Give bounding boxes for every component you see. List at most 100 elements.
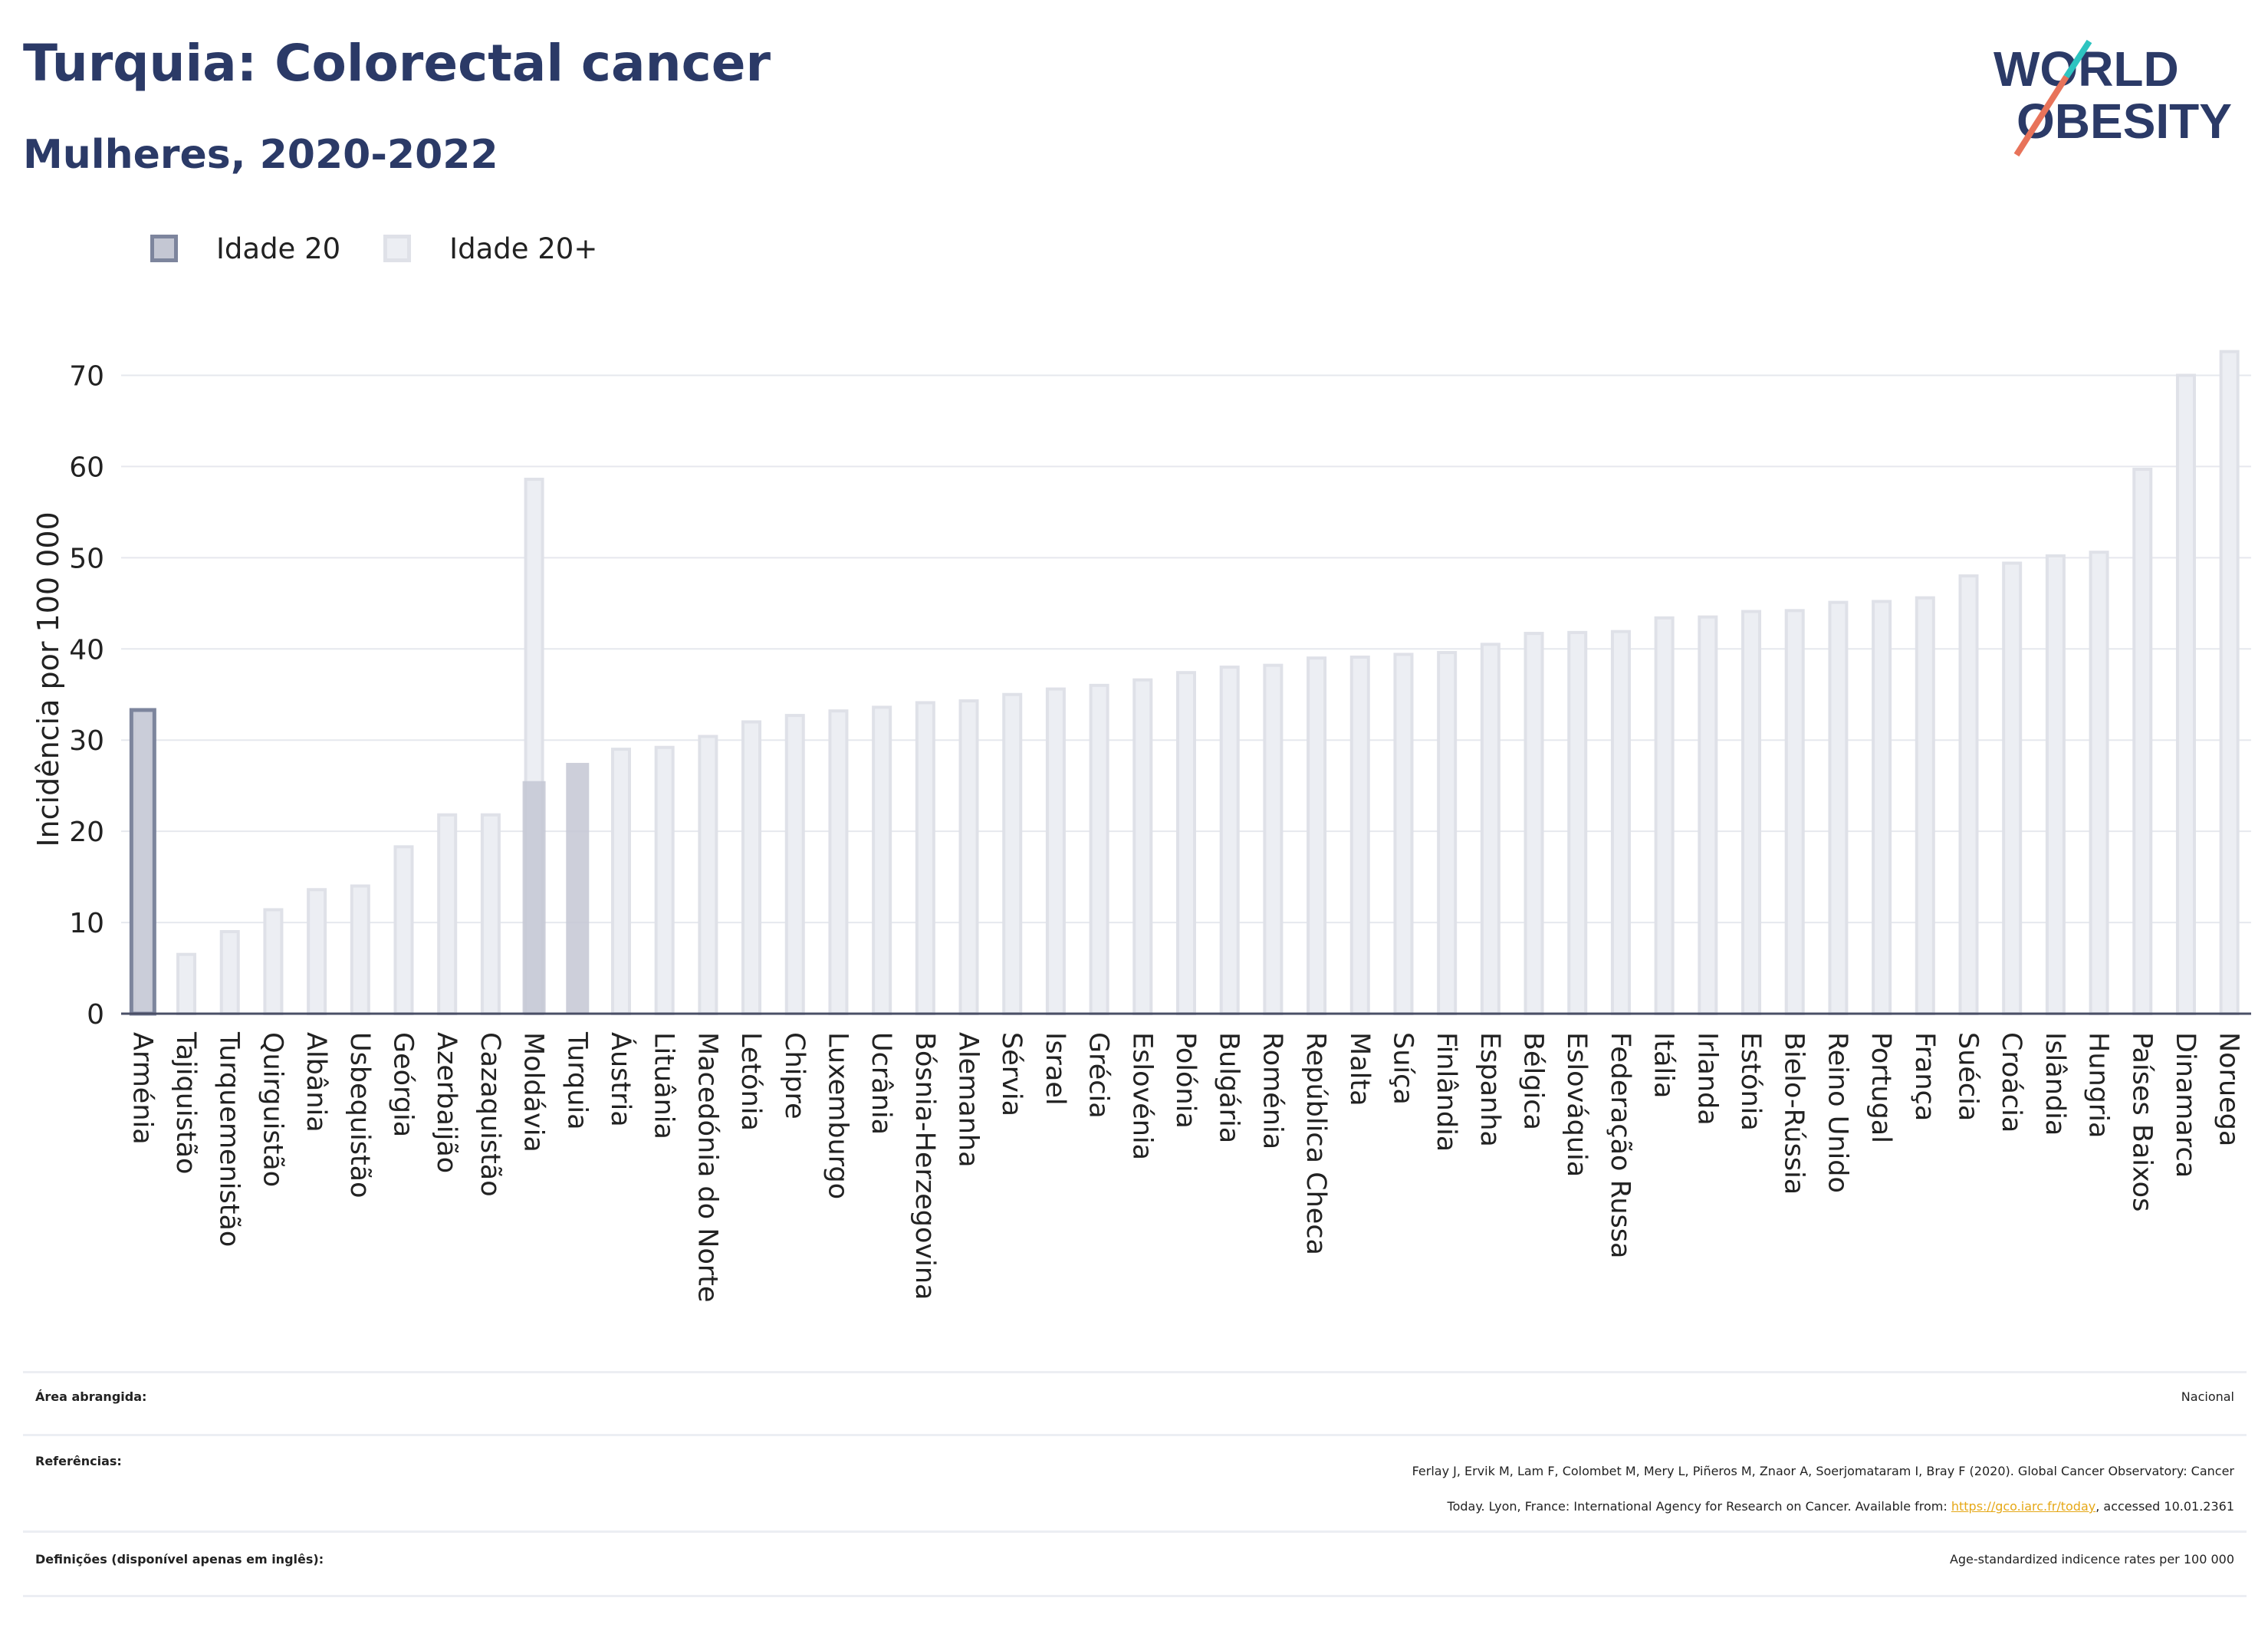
bar-idade-20-plus — [1741, 610, 1762, 1015]
bar-idade-20-plus — [393, 845, 414, 1016]
x-tick-label: Chipre — [779, 1032, 810, 1119]
bar-idade-20-plus — [1132, 678, 1153, 1015]
x-tick-label: Tajiquistão — [170, 1031, 201, 1174]
bar-idade-20-plus — [307, 888, 327, 1015]
x-tick-label: Itália — [1648, 1032, 1679, 1098]
bar-idade-20-plus — [1958, 574, 1979, 1015]
x-tick-label: Quirguistão — [257, 1032, 288, 1187]
bar-idade-20-plus — [1872, 600, 1892, 1015]
chart-title: Turquia: Colorectal cancer — [23, 34, 771, 93]
x-tick-label: Luxemburgo — [822, 1032, 853, 1199]
bar-idade-20-plus — [437, 813, 458, 1015]
x-tick-label: Azerbaijão — [431, 1032, 462, 1173]
bar-idade-20-plus — [1089, 683, 1109, 1016]
bar-idade-20-plus — [1263, 663, 1284, 1016]
bar-idade-20-plus — [2045, 554, 2066, 1015]
world-obesity-logo: WORLD OBESITY — [1994, 39, 2232, 157]
x-tick-label: Bulgária — [1214, 1032, 1244, 1143]
meta-def-value: Age-standardized indicence rates per 100… — [1949, 1552, 2234, 1567]
x-tick-label: França — [1909, 1032, 1940, 1121]
legend-label-idade-20: Idade 20 — [216, 232, 341, 265]
bar-idade-20-plus — [2175, 373, 2196, 1015]
meta-divider-1 — [23, 1434, 2247, 1436]
bar-idade-20-plus — [1524, 632, 1544, 1015]
bar-idade-20 — [522, 781, 546, 1014]
y-tick-label: 20 — [69, 817, 104, 848]
bar-idade-20-plus — [2219, 350, 2240, 1015]
x-tick-label: Bélgica — [1518, 1032, 1549, 1130]
bar-idade-20-plus — [784, 714, 805, 1015]
y-tick-label: 40 — [69, 634, 104, 666]
x-tick-label: Lituânia — [649, 1032, 679, 1139]
bar-idade-20-plus — [698, 735, 718, 1016]
bar-idade-20-plus — [1349, 655, 1370, 1015]
x-tick-label: Macedónia do Norte — [692, 1032, 722, 1303]
meta-area-value: Nacional — [2181, 1389, 2234, 1404]
x-tick-label: Letónia — [735, 1032, 766, 1131]
x-tick-label: Ucrânia — [866, 1032, 896, 1135]
x-tick-label: Albânia — [301, 1032, 331, 1133]
meta-ref-line-2-text: Today. Lyon, France: International Agenc… — [1447, 1499, 1951, 1514]
x-tick-label: Bósnia-Herzegovina — [909, 1032, 940, 1300]
y-tick-label: 30 — [69, 725, 104, 757]
bar-idade-20-plus — [1219, 666, 1240, 1015]
bar-idade-20-plus — [1480, 643, 1500, 1015]
bar-idade-20-plus — [2002, 561, 2023, 1015]
x-tick-label: Roménia — [1257, 1032, 1287, 1149]
y-tick-label: 60 — [69, 452, 104, 483]
bar-idade-20-plus — [958, 699, 979, 1015]
x-tick-label: Bielo-Rússia — [1779, 1032, 1809, 1195]
x-tick-label: Finlândia — [1431, 1032, 1461, 1152]
legend-swatch-idade-20-plus — [383, 235, 412, 262]
x-tick-label: Dinamarca — [2170, 1032, 2201, 1178]
bar-idade-20-plus — [872, 705, 892, 1015]
meta-area-label: Área abrangida: — [35, 1389, 147, 1404]
x-tick-label: Estónia — [1735, 1032, 1766, 1131]
x-tick-label: Portugal — [1865, 1032, 1896, 1143]
meta-ref-line-2: Today. Lyon, France: International Agenc… — [1412, 1489, 2234, 1524]
bar-idade-20-plus — [2089, 551, 2109, 1015]
x-tick-label: Eslováquia — [1561, 1032, 1592, 1177]
y-tick-label: 50 — [69, 543, 104, 574]
meta-ref-line-1: Ferlay J, Ervik M, Lam F, Colombet M, Me… — [1412, 1464, 2234, 1478]
bar-idade-20-plus — [1307, 656, 1327, 1015]
bar-idade-20-plus — [1610, 630, 1631, 1015]
meta-divider-2 — [23, 1530, 2247, 1533]
x-tick-label: Israel — [1040, 1032, 1070, 1106]
bar-idade-20-plus — [1654, 616, 1675, 1015]
x-tick-label: Países Baixos — [2126, 1032, 2157, 1212]
y-tick-label: 10 — [69, 908, 104, 939]
x-tick-label: Malta — [1344, 1032, 1375, 1106]
x-tick-label: Noruega — [2214, 1032, 2244, 1146]
x-tick-label: Islândia — [2040, 1032, 2070, 1136]
meta-divider-top — [23, 1371, 2247, 1373]
x-tick-label: Polónia — [1170, 1032, 1201, 1129]
bar-idade-20-plus — [1698, 615, 1718, 1015]
bar-idade-20-plus — [915, 701, 935, 1015]
bar-idade-20-plus — [1393, 653, 1414, 1015]
bar-idade-20-plus — [1784, 609, 1805, 1015]
x-tick-label: Alemanha — [953, 1032, 984, 1168]
x-tick-label: Grécia — [1083, 1032, 1114, 1119]
meta-ref-label: Referências: — [35, 1454, 122, 1468]
x-tick-label: Espanha — [1474, 1032, 1505, 1147]
legend-swatch-idade-20 — [150, 235, 178, 262]
bar-idade-20-plus — [1045, 687, 1066, 1016]
x-tick-label: Áustria — [605, 1032, 637, 1127]
meta-ref-link[interactable]: https://gco.iarc.fr/today — [1951, 1499, 2096, 1514]
meta-ref-value: Ferlay J, Ervik M, Lam F, Colombet M, Me… — [1412, 1454, 2234, 1524]
bar-idade-20-plus — [2132, 467, 2153, 1015]
legend-item-idade-20[interactable]: Idade 20 — [150, 232, 340, 265]
bar-idade-20 — [129, 708, 156, 1016]
x-tick-label: Geórgia — [388, 1032, 419, 1137]
x-tick-label: Turquemenistão — [214, 1031, 245, 1247]
legend-item-idade-20-plus[interactable]: Idade 20+ — [383, 232, 597, 265]
y-axis-label: Incidência por 100 000 — [31, 511, 65, 847]
y-tick-label: 70 — [69, 360, 104, 392]
bar-idade-20-plus — [1437, 651, 1458, 1015]
bar-chart: 0 10 20 30 40 50 60 70 Incidência por 100 000 Arm… — [31, 350, 2251, 1303]
logo-slash-red — [2013, 74, 2069, 157]
meta-divider-bottom — [23, 1595, 2247, 1597]
x-tick-label: Cazaquistão — [475, 1032, 505, 1197]
logo-slash-teal — [2063, 39, 2092, 79]
